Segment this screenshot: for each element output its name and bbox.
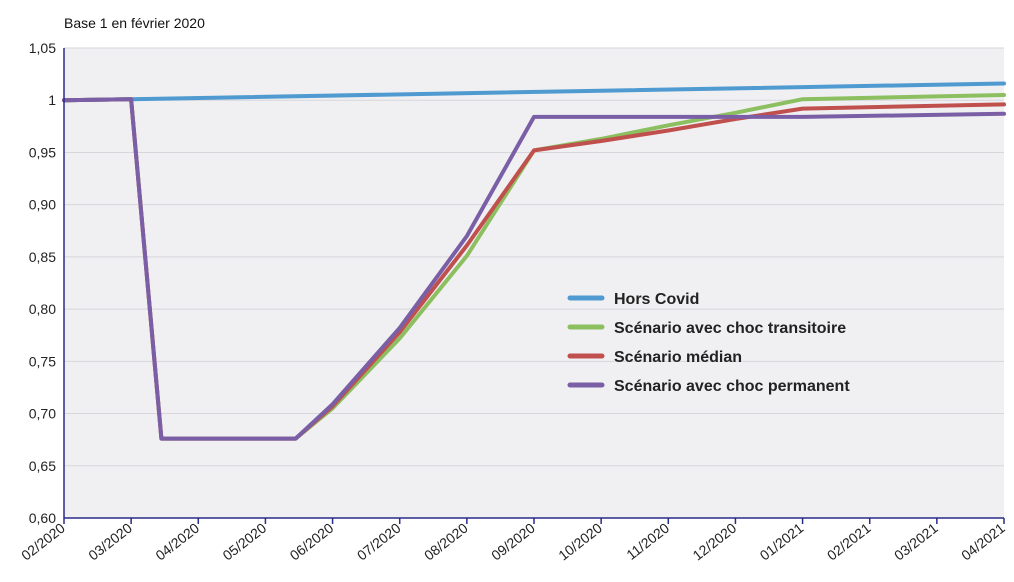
y-tick-label: 0,85 <box>29 249 56 265</box>
axes <box>63 48 1005 524</box>
y-tick-label: 0,70 <box>29 406 56 422</box>
y-tick-label: 1,05 <box>29 40 56 56</box>
y-tick-label: 0,60 <box>29 510 56 526</box>
y-tick-label: 0,95 <box>29 144 56 160</box>
series-lines <box>62 81 1006 441</box>
chart-subtitle: Base 1 en février 2020 <box>64 15 205 31</box>
legend-label: Scénario avec choc permanent <box>614 378 850 395</box>
legend: Hors Covid Scénario avec choc transitoire… <box>567 291 850 395</box>
y-tick-label: 0,75 <box>29 353 56 369</box>
legend-label: Scénario avec choc transitoire <box>614 320 846 337</box>
legend-label: Scénario médian <box>614 349 742 366</box>
y-tick-label: 0,80 <box>29 301 56 317</box>
y-tick-label: 0,65 <box>29 458 56 474</box>
y-tick-label: 1 <box>48 92 56 108</box>
y-axis-labels: 0,60 0,65 0,70 0,75 0,80 0,85 0,90 0,95 1 1,05 <box>29 40 56 526</box>
legend-label: Hors Covid <box>614 291 699 308</box>
y-tick-label: 0,90 <box>29 197 56 213</box>
series-line <box>62 97 1006 441</box>
